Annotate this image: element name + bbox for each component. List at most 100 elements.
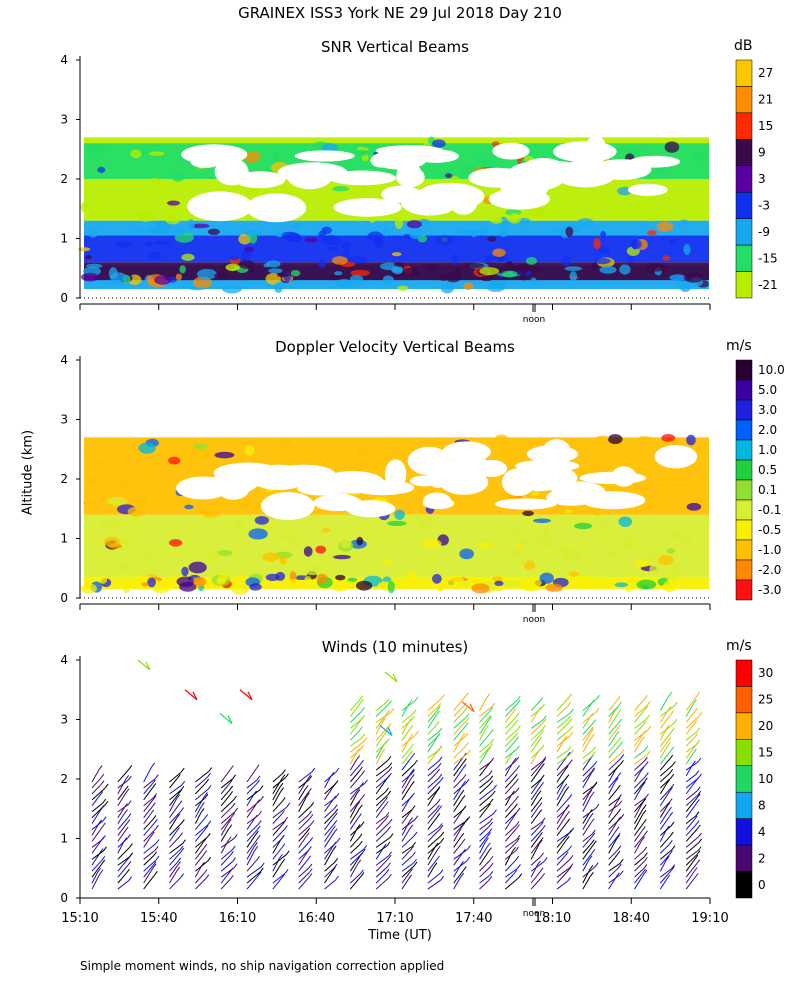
wind-barb bbox=[659, 835, 671, 848]
wind-barb bbox=[272, 824, 283, 836]
field-patch bbox=[85, 254, 92, 260]
wind-barb-flag bbox=[281, 834, 285, 840]
wind-barb bbox=[143, 875, 155, 890]
field-patch bbox=[494, 434, 509, 442]
field-patch bbox=[631, 239, 638, 250]
wind-barb-flag bbox=[356, 824, 361, 829]
wind-barb bbox=[350, 748, 362, 759]
field-patch bbox=[465, 262, 484, 269]
wind-barb bbox=[479, 784, 490, 795]
wind-barb bbox=[117, 841, 125, 854]
wind-barb bbox=[427, 777, 440, 789]
wind-barb-flag bbox=[538, 809, 543, 814]
wind-barb-flag bbox=[591, 829, 596, 835]
y-tick-label: 3 bbox=[60, 413, 68, 427]
wind-barb bbox=[479, 774, 490, 783]
wind-barb bbox=[608, 798, 619, 807]
wind-barb-upper bbox=[184, 689, 198, 701]
wind-barb-flag bbox=[231, 812, 236, 818]
wind-barb bbox=[453, 860, 468, 872]
wind-barb bbox=[556, 831, 572, 842]
colorbar-label: -15 bbox=[758, 251, 778, 265]
colorbar-label: 10.0 bbox=[758, 363, 785, 377]
wind-barb bbox=[349, 805, 358, 818]
wind-barb bbox=[634, 802, 644, 818]
wind-barb-flag bbox=[646, 701, 651, 706]
wind-barb-flag bbox=[228, 824, 233, 830]
wind-barb bbox=[272, 777, 286, 789]
field-patch bbox=[294, 222, 302, 230]
field-patch bbox=[649, 564, 661, 575]
wind-barb-flag bbox=[665, 724, 670, 730]
wind-barb-flag bbox=[673, 718, 678, 724]
wind-barb bbox=[530, 806, 540, 818]
wind-barb-flag bbox=[493, 784, 497, 790]
wind-barb-flag bbox=[363, 737, 368, 742]
wind-barb-flag bbox=[566, 818, 571, 824]
wind-barb bbox=[401, 809, 413, 819]
wind-barb-flag bbox=[333, 804, 338, 809]
wind-barb-flag bbox=[414, 815, 419, 820]
wind-barb-flag bbox=[488, 716, 492, 721]
wind-barb bbox=[453, 826, 463, 842]
field-patch bbox=[83, 500, 100, 507]
field-patch bbox=[98, 574, 108, 584]
wind-barb bbox=[169, 804, 180, 818]
field-patch bbox=[321, 142, 338, 153]
wind-barb bbox=[453, 842, 463, 854]
field-gap bbox=[345, 500, 396, 518]
wind-barb bbox=[427, 873, 441, 884]
field-patch bbox=[349, 274, 364, 286]
wind-barb bbox=[324, 824, 335, 836]
wind-barb-flag bbox=[438, 823, 443, 828]
wind-barb bbox=[582, 866, 596, 878]
wind-barb-flag bbox=[359, 698, 364, 704]
field-patch bbox=[372, 459, 388, 466]
field-patch bbox=[130, 149, 142, 159]
wind-barb-flag bbox=[99, 791, 104, 796]
wind-barb bbox=[91, 804, 106, 819]
wind-barb bbox=[375, 877, 389, 890]
wind-barb bbox=[634, 760, 645, 771]
wind-barb-flag bbox=[306, 792, 310, 797]
wind-barb bbox=[685, 711, 695, 723]
field-patch bbox=[593, 257, 611, 265]
wind-barb-flag bbox=[203, 869, 208, 874]
wind-barb bbox=[685, 854, 698, 866]
wind-barb-flag bbox=[360, 781, 364, 787]
wind-barb-flag bbox=[567, 715, 572, 720]
wind-barb bbox=[220, 799, 234, 813]
field-gap bbox=[513, 465, 578, 491]
wind-barb-flag bbox=[279, 853, 283, 859]
wind-barb-flag bbox=[435, 720, 440, 726]
wind-barb-flag bbox=[693, 699, 697, 704]
wind-barb-flag bbox=[360, 759, 364, 765]
wind-barb bbox=[530, 762, 543, 777]
colorbar-swatch bbox=[735, 399, 753, 421]
wind-barb-flag bbox=[257, 871, 262, 877]
wind-barb bbox=[195, 824, 209, 836]
wind-barb bbox=[505, 838, 518, 848]
wind-barb bbox=[608, 867, 619, 878]
wind-barb-flag bbox=[592, 719, 597, 725]
wind-barb bbox=[608, 788, 618, 801]
field-patch bbox=[522, 510, 534, 517]
wind-barb bbox=[169, 865, 178, 878]
wind-barb-flag bbox=[616, 797, 621, 803]
wind-barb-flag bbox=[439, 776, 444, 782]
field-patch bbox=[683, 243, 691, 256]
wind-barb-flag bbox=[126, 868, 130, 874]
wind-barb bbox=[634, 754, 648, 765]
wind-barb-flag bbox=[440, 875, 445, 881]
wind-barb-flag bbox=[696, 727, 701, 733]
wind-barb-flag bbox=[669, 754, 674, 760]
wind-barb bbox=[427, 790, 438, 801]
wind-barb-flag bbox=[385, 787, 389, 793]
wind-barb bbox=[659, 815, 671, 830]
colorbar-swatch bbox=[735, 765, 753, 793]
wind-barb-upper bbox=[219, 713, 233, 725]
wind-barb bbox=[375, 759, 389, 771]
wind-barb bbox=[349, 873, 361, 884]
wind-barb-flag bbox=[281, 769, 286, 774]
wind-barb bbox=[685, 836, 699, 848]
